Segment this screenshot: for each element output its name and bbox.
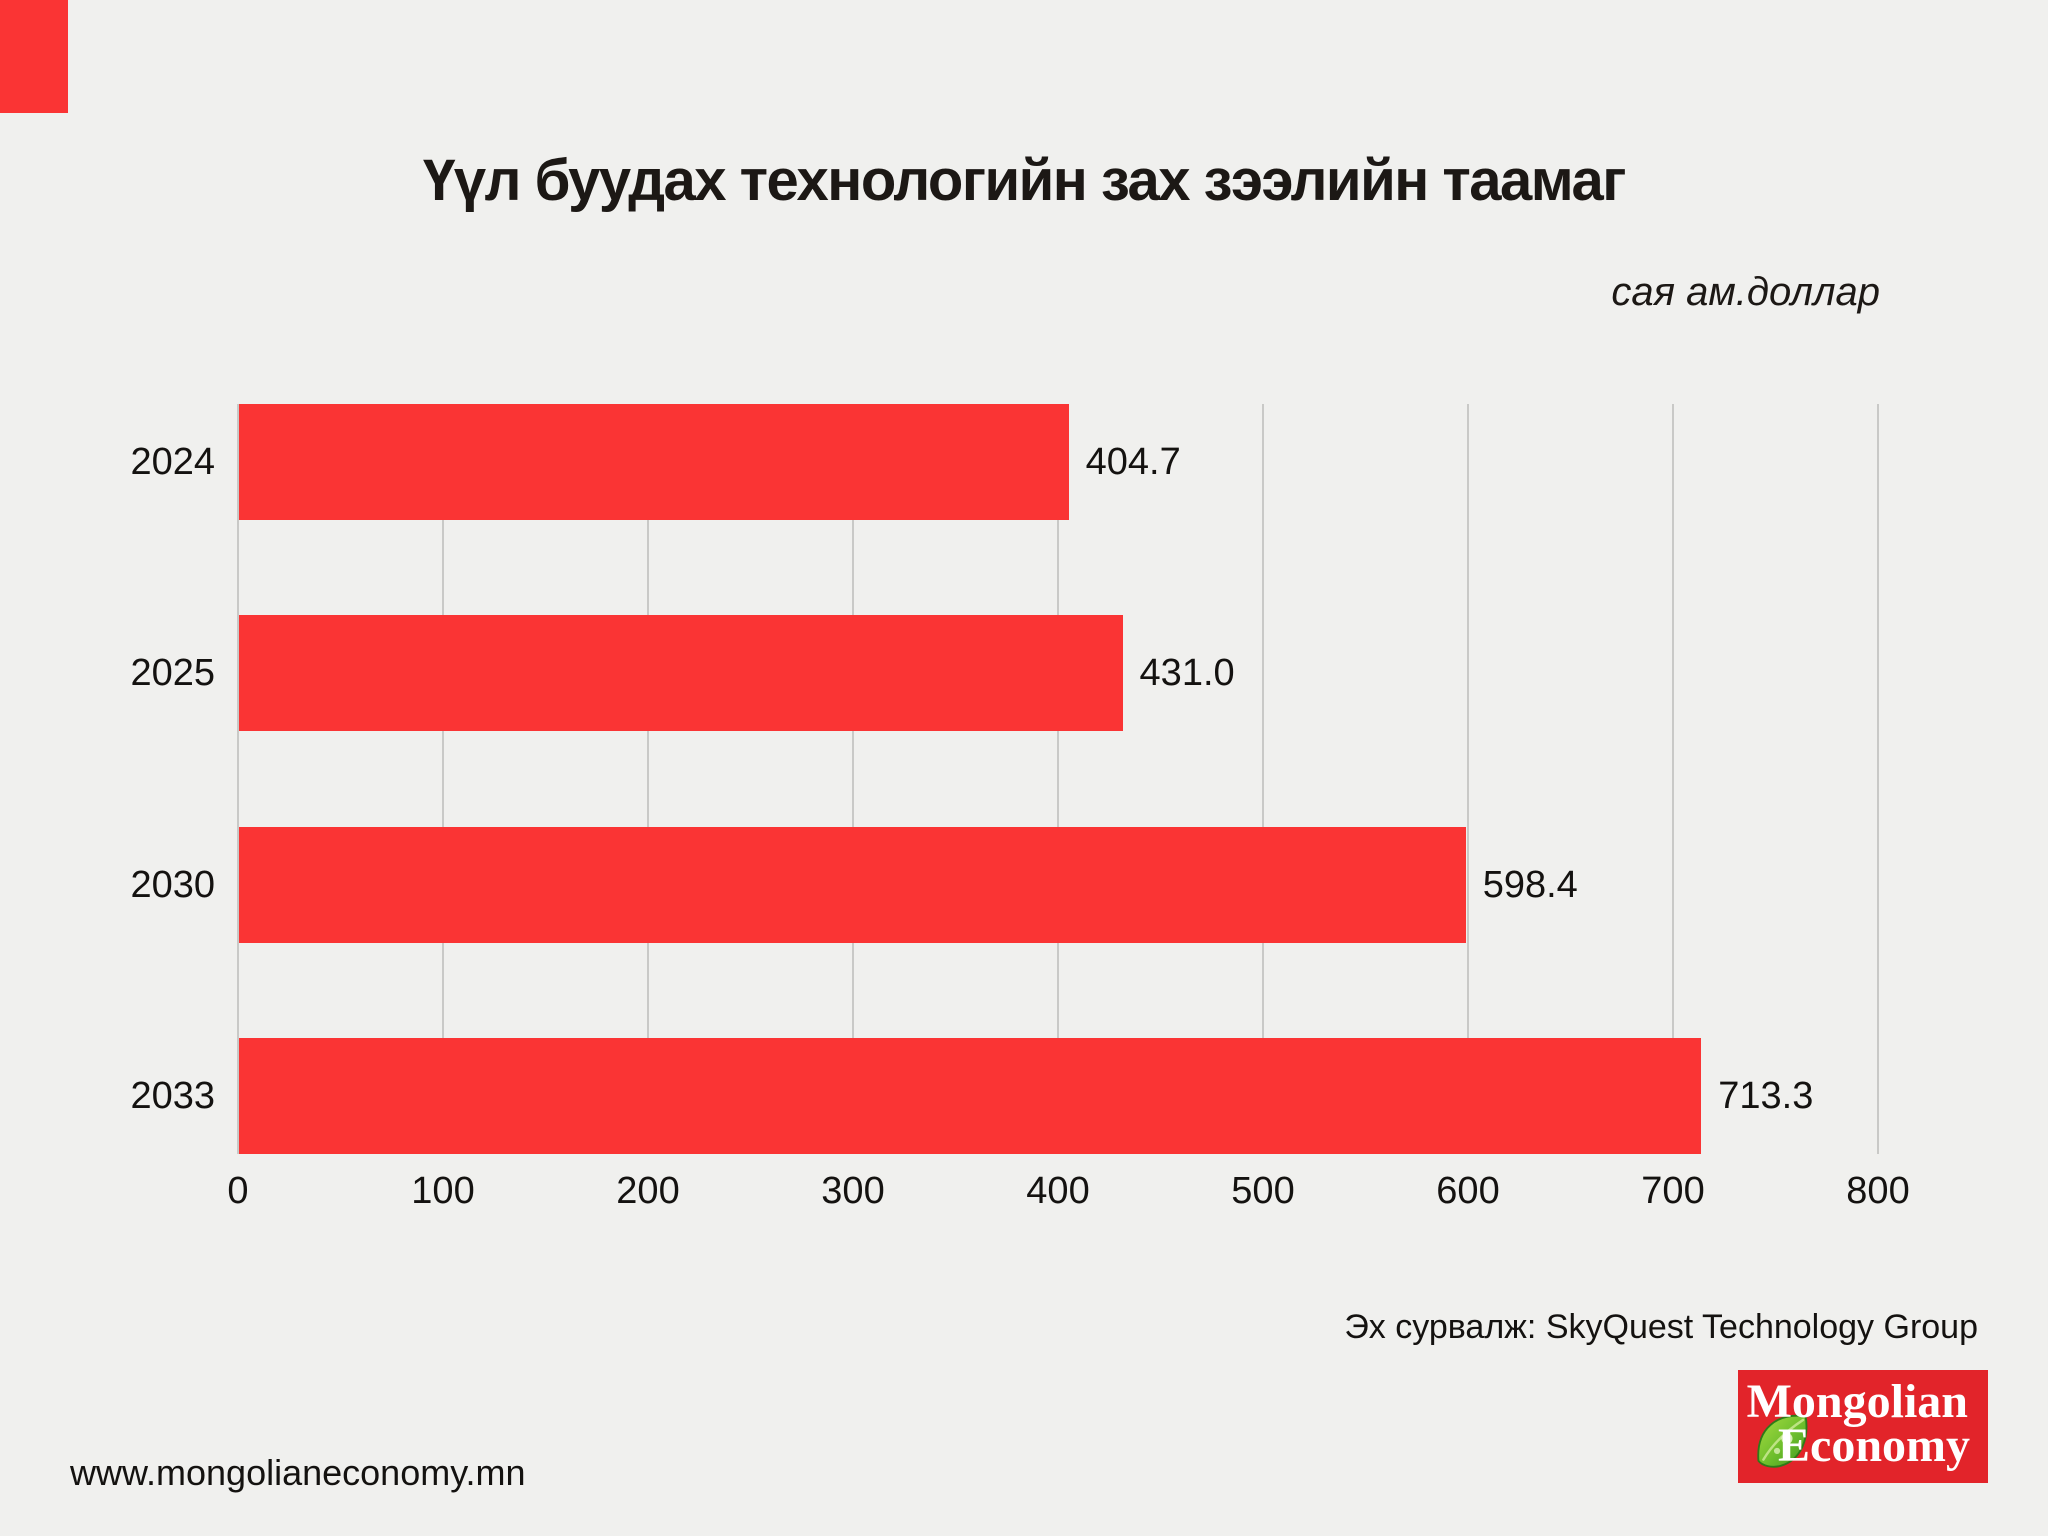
bar-2024 [239, 404, 1069, 520]
x-tick-label: 0 [227, 1170, 249, 1212]
gridline [237, 404, 239, 1154]
logo-text-line1: Mongolian [1746, 1375, 1968, 1428]
category-label: 2024 [130, 441, 215, 483]
gridline [1057, 404, 1059, 1154]
page-title: Үүл буудах технологийн зах зээлийн таама… [423, 147, 1626, 213]
axis-unit-label: сая ам.доллар [1611, 270, 1880, 314]
gridline [1262, 404, 1264, 1154]
x-tick-label: 500 [1231, 1170, 1295, 1212]
bar-2030 [239, 826, 1466, 943]
logo: Mongolian Economy [1738, 1370, 1988, 1483]
category-label: 2025 [130, 652, 215, 695]
x-tick-label: 400 [1026, 1170, 1090, 1212]
x-tick-label: 300 [821, 1170, 885, 1212]
x-tick-label: 100 [411, 1170, 475, 1212]
gridline [1877, 404, 1879, 1154]
x-tick-label: 200 [616, 1170, 680, 1212]
gridline [1467, 404, 1469, 1154]
website-url: www.mongolianeconomy.mn [70, 1452, 526, 1493]
x-tick-label: 600 [1436, 1170, 1500, 1212]
value-label: 431.0 [1139, 652, 1235, 695]
gridline [647, 404, 649, 1154]
source-attribution: Эх сурвалж: SkyQuest Technology Group [1344, 1308, 1978, 1346]
bar-2025 [239, 615, 1123, 732]
x-tick-label: 700 [1641, 1170, 1705, 1212]
gridline [442, 404, 444, 1154]
value-label: 598.4 [1482, 863, 1578, 906]
value-label: 404.7 [1085, 441, 1181, 483]
gridline [1672, 404, 1674, 1154]
category-label: 2033 [130, 1075, 215, 1117]
category-label: 2030 [130, 863, 215, 906]
x-tick-label: 800 [1846, 1170, 1910, 1212]
leaf-icon [1750, 1410, 1814, 1472]
bar-2033 [239, 1038, 1702, 1154]
corner-accent-block [0, 0, 68, 113]
gridline [852, 404, 854, 1154]
value-label: 713.3 [1718, 1075, 1814, 1117]
logo-text-line2: Economy [1778, 1419, 1970, 1472]
